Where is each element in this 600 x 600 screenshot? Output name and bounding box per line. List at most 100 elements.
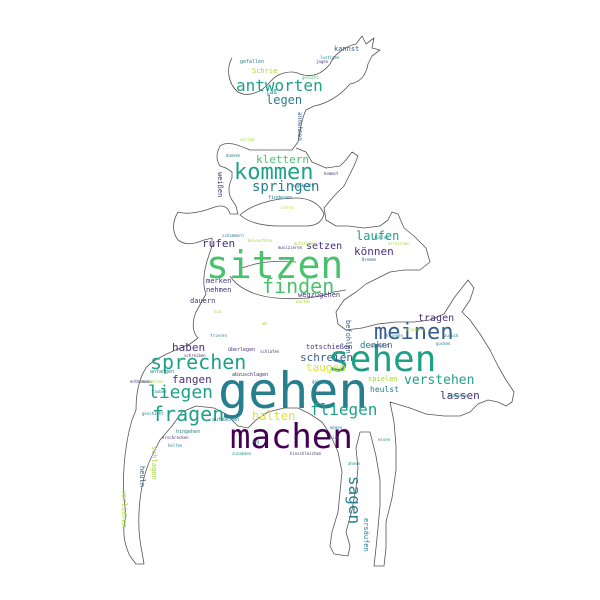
- word-jagen: jagen: [316, 59, 329, 64]
- word-weißen: weißen: [216, 172, 224, 198]
- word-sollen: sollen: [240, 137, 255, 142]
- word-verstehen: verstehen: [404, 373, 475, 388]
- word-fragen: fragen: [152, 402, 225, 426]
- word-klingen: klingen: [386, 333, 403, 338]
- word-sagen: sagen: [345, 476, 364, 525]
- word-schreien: schreien: [300, 351, 353, 364]
- word-rufen: rufen: [202, 237, 236, 250]
- word-setzen: setzen: [306, 241, 343, 252]
- word-hinsetzen: hinsetzen: [142, 379, 164, 384]
- word-finden: finden: [262, 274, 335, 298]
- word-aufstehen: aufstehen: [294, 241, 316, 246]
- word-helfen: helfen: [168, 443, 183, 448]
- word-stehen: stehen: [280, 205, 295, 210]
- word-essen: essen: [378, 437, 391, 442]
- word-geschieht: geschieht: [142, 411, 164, 416]
- word-schimmern: schimmern: [222, 233, 244, 238]
- word-tragen: tragen: [418, 313, 455, 324]
- word-hinschleichen: hinschleichen: [290, 451, 322, 456]
- word-wegzugehen: wegzugehen: [298, 291, 341, 299]
- word-dauern: dauern: [190, 297, 216, 305]
- word-befohlen: befohlen: [344, 320, 352, 354]
- word-rauben: rauben: [152, 389, 167, 394]
- word-gesucht: gesucht: [302, 75, 319, 80]
- word-abzuschlagen: abzuschlagen: [232, 372, 269, 378]
- word-fliegen: fliegen: [310, 400, 378, 419]
- word-taugen: taugen: [306, 361, 346, 374]
- word-antworten: antworten: [236, 76, 323, 95]
- word-sitzen: sitzen: [206, 243, 344, 287]
- word-zusammen: zusammen: [232, 451, 252, 456]
- outline-path: [123, 35, 515, 567]
- word-ab: ab: [262, 321, 267, 326]
- word-danken: danken: [226, 153, 241, 158]
- word-erschrecken: erschrecken: [162, 435, 189, 440]
- word-mögen: mögen: [330, 425, 343, 430]
- outline-path-back: [229, 260, 347, 300]
- word-zurück: zurück: [444, 333, 459, 338]
- word-spielen: spielen: [368, 375, 398, 383]
- word-beleuchten: beleuchten: [248, 238, 273, 243]
- word-laufen: laufen: [356, 229, 400, 243]
- word-gehen: gehen: [218, 362, 369, 420]
- word-verlieren: verlieren: [120, 490, 128, 528]
- word-schreiben: schreiben: [184, 353, 206, 358]
- word-kannst: kannst: [334, 45, 360, 53]
- word-anfangen: anfangen: [150, 369, 175, 375]
- word-erreichen: erreichen: [388, 241, 410, 246]
- word-liegen: liegen: [148, 382, 214, 403]
- word-findesen: findesen: [268, 195, 293, 201]
- word-haben: haben: [172, 341, 206, 354]
- word-heulst: heulst: [370, 385, 399, 394]
- word-aufmachen: aufmachen: [212, 417, 240, 423]
- outline-path-inner: [239, 197, 325, 227]
- word-fangen: fangen: [172, 373, 212, 386]
- word-bedanken: bedanken: [448, 393, 468, 398]
- word-schrie: Schrie: [252, 67, 278, 75]
- word-angekauft: angekauft: [292, 183, 314, 188]
- word-heuln: heuln: [138, 466, 146, 488]
- word-laß: laß: [266, 89, 277, 96]
- word-machen: machen: [230, 417, 353, 457]
- word-musizieren: musizieren: [278, 245, 303, 250]
- word-gelassen: gelassen: [312, 379, 332, 384]
- word-lassen: lassen: [440, 389, 480, 402]
- word-können: können: [354, 245, 394, 258]
- word-lustigen: lustigen: [320, 55, 340, 60]
- word-sprechen: sprechen: [150, 350, 247, 374]
- word-annehmen: annehmen: [296, 112, 303, 141]
- word-sieht: sieht: [358, 367, 371, 372]
- word-denken: denken: [360, 341, 393, 351]
- word-zog: zog: [252, 439, 260, 444]
- word-gefallen: gefallen: [240, 59, 265, 65]
- word-sehen: sehen: [328, 339, 437, 380]
- word-überlegen: überlegen: [228, 347, 256, 353]
- word-entkommen: entkommen: [130, 379, 152, 384]
- word-totschießen: totschießen: [306, 343, 353, 351]
- word-hingehen: hingehen: [176, 429, 201, 435]
- word-kommst: kommst: [324, 171, 339, 176]
- word-schlagen: schlagen: [150, 446, 158, 480]
- word-legen: legen: [266, 93, 303, 107]
- word-ersäufen: ersäufen: [362, 518, 370, 552]
- word-warten: warten: [296, 299, 311, 304]
- word-kommen: kommen: [234, 160, 314, 185]
- word-springen: springen: [252, 179, 320, 195]
- word-bin: bin: [330, 435, 338, 440]
- word-halten: halten: [252, 409, 296, 423]
- word-schläfst: schläfst: [370, 343, 390, 348]
- word-meinen: meinen: [374, 320, 454, 345]
- word-frieren: frieren: [210, 333, 227, 338]
- word-bremen: Bremen: [362, 257, 377, 262]
- word-nehmen: nehmen: [206, 286, 232, 294]
- word-tun: tun: [214, 309, 222, 314]
- word-gucken: gucken: [436, 341, 451, 346]
- word-schlafen: schlafen: [260, 349, 280, 354]
- word-klettern: klettern: [256, 153, 309, 166]
- word-fühlen: fühlen: [374, 235, 389, 240]
- word-ahnen: ahnen: [348, 461, 361, 466]
- word-merken: merken: [206, 277, 232, 285]
- word-brauchen: brauchen: [406, 327, 426, 332]
